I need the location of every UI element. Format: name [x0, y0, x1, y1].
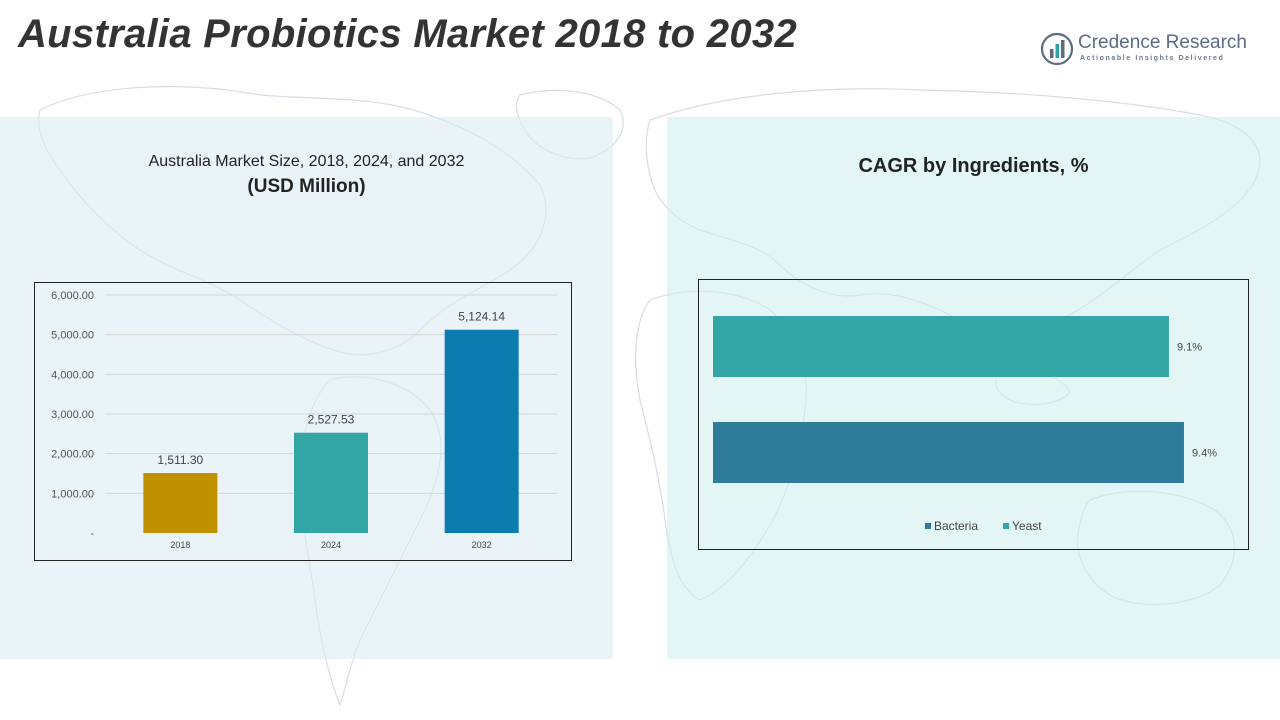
y-tick-label: 2,000.00	[51, 449, 94, 461]
bar-yeast	[713, 316, 1169, 377]
bar-bacteria	[713, 422, 1184, 483]
legend-swatch-bacteria	[925, 523, 931, 529]
data-label-bacteria: 9.4%	[1192, 448, 1217, 460]
bar-2018	[143, 473, 218, 533]
market-size-panel: Australia Market Size, 2018, 2024, and 2…	[0, 117, 613, 659]
legend-swatch-yeast	[1003, 523, 1009, 529]
data-label-2032: 5,124.14	[458, 310, 505, 324]
legend-label-bacteria: Bacteria	[934, 519, 978, 533]
market-size-chart-frame: - 1,000.00 2,000.00 3,000.00 4,000.00 5,000.0…	[34, 282, 572, 561]
legend-label-yeast: Yeast	[1012, 519, 1042, 533]
market-size-unit: (USD Million)	[247, 176, 366, 197]
y-tick-label: 4,000.00	[51, 369, 94, 381]
y-tick-label: 5,000.00	[51, 330, 94, 342]
y-tick-label: -	[90, 528, 94, 540]
x-tick-label-2024: 2024	[321, 540, 341, 550]
y-tick-label: 3,000.00	[51, 409, 94, 421]
brand-name: Credence Research	[1078, 32, 1247, 53]
data-label-2024: 2,527.53	[308, 413, 355, 427]
bar-2024	[294, 432, 368, 533]
cagr-title: CAGR by Ingredients, %	[858, 155, 1089, 177]
brand-tagline: Actionable Insights Delivered	[1080, 55, 1225, 62]
market-size-title: Australia Market Size, 2018, 2024, and 2…	[148, 153, 465, 170]
brand-logo: Credence Research Actionable Insights De…	[1040, 30, 1260, 70]
y-tick-label: 6,000.00	[51, 290, 94, 302]
cagr-panel: CAGR by Ingredients, % 9.1% 9.4% Bacteria Y…	[667, 117, 1280, 659]
data-label-yeast: 9.1%	[1177, 342, 1202, 354]
y-tick-label: 1,000.00	[51, 488, 94, 500]
x-tick-label-2018: 2018	[170, 540, 190, 550]
x-tick-label-2032: 2032	[472, 540, 492, 550]
cagr-bar-chart: 9.1% 9.4% Bacteria Yeast	[713, 316, 1217, 533]
bar-2032	[444, 329, 519, 533]
market-size-bar-chart: - 1,000.00 2,000.00 3,000.00 4,000.00 5,000.0…	[51, 290, 557, 550]
page-title: Australia Probiotics Market 2018 to 2032	[18, 12, 797, 56]
data-label-2018: 1,511.30	[157, 453, 203, 467]
bar-chart-head-icon	[1040, 32, 1074, 66]
cagr-chart-frame: 9.1% 9.4% Bacteria Yeast	[698, 279, 1249, 550]
